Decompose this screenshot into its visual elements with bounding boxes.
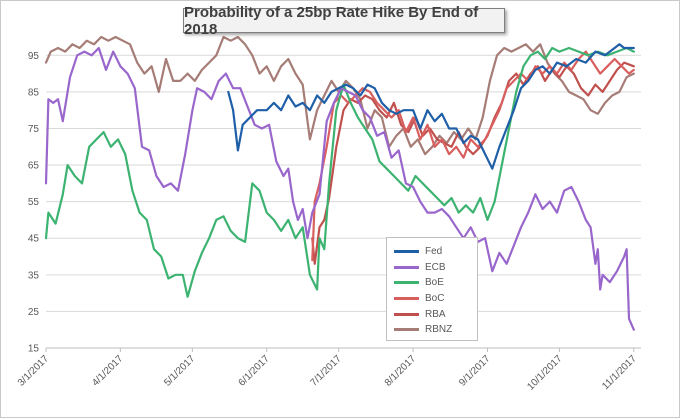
x-tick-label: 7/1/2017 (309, 353, 345, 389)
x-tick-label: 11/1/2017 (600, 353, 639, 392)
legend-item-rbnz: RBNZ (394, 322, 477, 338)
grid-layer (46, 54, 641, 349)
series-line-rba (311, 61, 635, 265)
legend-item-boe: BoE (394, 275, 477, 291)
chart-legend: Fed ECB BoE BoC RBA RBNZ (386, 237, 478, 341)
y-tick-label: 75 (28, 124, 40, 135)
y-tick-label: 35 (28, 270, 40, 281)
legend-swatch (394, 281, 419, 285)
legend-item-ecb: ECB (394, 260, 477, 276)
legend-label: BoC (425, 293, 445, 305)
x-tick-label: 3/1/2017 (16, 353, 52, 389)
legend-item-rba: RBA (394, 306, 477, 322)
x-tick-label: 10/1/2017 (525, 353, 565, 393)
series-line-boe (44, 46, 635, 298)
chart-title-text: Probability of a 25bp Rate Hike By End o… (184, 3, 479, 38)
y-tick-label: 95 (28, 51, 40, 62)
y-tick-label: 45 (28, 234, 40, 245)
legend-swatch (394, 250, 419, 254)
x-tick-label: 4/1/2017 (90, 353, 126, 389)
legend-label: RBA (425, 308, 446, 320)
legend-item-fed: Fed (394, 244, 477, 260)
y-tick-label: 25 (28, 307, 40, 318)
y-tick-label: 55 (28, 197, 40, 208)
series-layer (44, 35, 635, 331)
x-tick-label: 8/1/2017 (383, 353, 419, 389)
axis-layer: 15 25 35 45 55 65 75 85 95 3/1/2017 4/1/2017 5/1/20… (16, 51, 641, 393)
legend-swatch (394, 297, 419, 301)
chart-title: Probability of a 25bp Rate Hike By End o… (183, 4, 505, 38)
legend-swatch (394, 265, 419, 269)
legend-label: Fed (425, 246, 443, 258)
y-tick-label: 65 (28, 161, 40, 172)
y-tick-label: 15 (28, 344, 40, 355)
legend-item-boc: BoC (394, 291, 477, 307)
x-tick-label: 9/1/2017 (457, 353, 493, 389)
x-tick-label: 6/1/2017 (237, 353, 273, 389)
series-line-boc (311, 50, 635, 262)
series-line-ecb (44, 46, 635, 331)
legend-label: RBNZ (425, 324, 453, 336)
legend-label: ECB (425, 261, 446, 273)
legend-swatch (394, 312, 419, 316)
series-line-fed (227, 43, 635, 170)
legend-label: BoE (425, 277, 444, 289)
y-tick-label: 85 (28, 87, 40, 98)
x-tick-label: 5/1/2017 (162, 353, 198, 389)
legend-swatch (394, 328, 419, 332)
